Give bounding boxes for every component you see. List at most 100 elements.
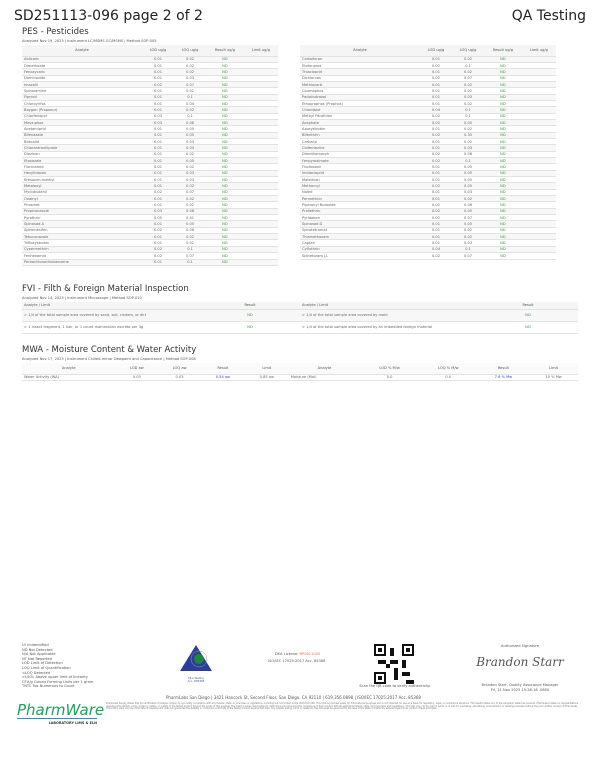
limit <box>243 151 278 159</box>
analyte: Prallethrin <box>300 208 420 216</box>
lod: 0.02 <box>142 252 174 260</box>
limit <box>521 100 556 108</box>
lod: 0.01 <box>142 125 174 133</box>
limit <box>521 252 556 260</box>
analyte: Coumaphos <box>300 87 420 95</box>
table-row: Carbofuran 0.01 0.02 ND <box>300 56 556 63</box>
mwa-title: MWA - Moisture Content & Water Activity <box>22 345 197 355</box>
result: ND <box>484 113 522 120</box>
table-row: Permethrin 0.01 0.02 ND <box>300 195 556 203</box>
lod: 0.01 <box>142 68 174 76</box>
table-row: Paclobutrazol 0.01 0.03 ND <box>300 94 556 101</box>
loq: 0.07 <box>174 81 207 89</box>
loq: 0.05 <box>452 220 485 228</box>
result: ND <box>484 189 522 197</box>
table-row: Trifloxystrobin 0.01 0.02 ND <box>22 239 278 247</box>
table-row: Water Activity (WA) 0.03 0.03 0.54 aw 0.85 a… <box>22 374 578 381</box>
result: ND <box>206 214 244 222</box>
loq: 0.03 <box>452 189 485 197</box>
table-row: Flonicamid 0.01 0.02 ND <box>22 163 278 171</box>
loq: 0.35 <box>452 132 485 139</box>
loq: 0.05 <box>174 220 207 228</box>
result: ND <box>206 157 244 165</box>
analyte: > 1 insect fragment, 1 hair, or 1 count … <box>22 321 200 334</box>
qr-code[interactable] <box>374 644 414 684</box>
limit <box>521 75 556 82</box>
loq: 0.03 <box>452 239 485 247</box>
analyte: Etofenprox <box>300 62 420 70</box>
result: ND <box>206 75 244 82</box>
pesticides-table-left: Analyte LOD ug/g LOQ ug/g Result ug/g Limit … <box>22 45 278 266</box>
lod: 0.01 <box>420 100 452 108</box>
analyte: Pyrethrin <box>22 214 142 222</box>
pharmware-logo: PharmWare LABORATORY LIMS & ELN <box>17 701 105 725</box>
lod: 0.01 <box>420 189 452 197</box>
loq: 0.05 <box>452 182 485 190</box>
lod: 0.02 <box>142 189 174 197</box>
limit <box>243 87 278 95</box>
limit <box>521 87 556 95</box>
loq: 0.41 <box>174 214 207 222</box>
table-row: Spinosad A 0.01 0.05 ND <box>22 220 278 228</box>
table-row: Naled 0.01 0.03 ND <box>300 189 556 197</box>
limit <box>521 239 556 247</box>
lod: 0.01 <box>142 195 174 203</box>
loq: 0.1 <box>452 157 485 165</box>
analyte: Daminozide <box>22 75 142 82</box>
loq: 0.02 <box>174 151 207 159</box>
limit <box>243 100 278 108</box>
lod: 0.01 <box>142 94 174 101</box>
limit <box>521 81 556 89</box>
table-row: Chlorantraniliprole 0.01 0.04 ND <box>22 144 278 152</box>
limit <box>243 106 278 114</box>
lod: 0.01 <box>420 163 452 171</box>
column-header: LOD ug/g <box>142 45 174 57</box>
limit <box>521 182 556 190</box>
legend-item: LOQ Limit of Quantification <box>22 665 71 670</box>
lod: 0.01 <box>142 100 174 108</box>
loq: 0.02 <box>174 239 207 247</box>
limit <box>243 125 278 133</box>
loq: 0.1 <box>174 259 207 266</box>
limit <box>243 144 278 152</box>
lod: 0.02 <box>142 81 174 89</box>
limit <box>521 151 556 159</box>
table-row: Diazinon 0.01 0.02 ND <box>22 151 278 159</box>
lod: 0.01 <box>420 227 452 235</box>
pjla-triangle-icon <box>180 645 212 671</box>
table-row: Fenoxycarb 0.01 0.02 ND <box>22 68 278 76</box>
limit <box>243 75 278 82</box>
analyte: > 1/4 of the total sample area covered b… <box>300 309 478 322</box>
table-row: Thiacloprid 0.01 0.02 ND <box>300 68 556 76</box>
result: ND <box>478 309 578 322</box>
signed-date: Fri, 21 Nov 2025 15:28:18 -0800 <box>490 688 550 692</box>
table-row: Acetamiprid 0.01 0.05 ND <box>22 125 278 133</box>
lod: 0.01 <box>142 75 174 82</box>
legend-item: NT Not Reported <box>22 656 52 661</box>
table-row: > 1/4 of the total sample area covered b… <box>22 309 578 322</box>
legend-item: ND Not Detected <box>22 647 53 652</box>
result: ND <box>484 125 522 133</box>
analyte: Spinosad D <box>300 220 420 228</box>
mwa-meta: Analyzed Nov 17, 2025 | Instrument Chill… <box>22 357 196 361</box>
column-header: Analyte <box>22 363 116 375</box>
result: ND <box>484 246 522 254</box>
analyte: Azoxystrobin <box>300 125 420 133</box>
result: ND <box>206 94 244 101</box>
dea-license: DEA License: RP0611045 <box>275 652 321 656</box>
column-header: Limit <box>529 363 578 375</box>
loq: 0.1 <box>174 113 207 120</box>
limit <box>243 227 278 235</box>
analyte: Etoxazole <box>22 157 142 165</box>
result: ND <box>200 321 300 334</box>
loq: 0.05 <box>452 176 485 184</box>
result: ND <box>206 138 244 146</box>
table-row: Dimethoate 0.01 0.02 ND <box>22 62 278 70</box>
table-row: Clofentezine 0.01 0.03 ND <box>300 144 556 152</box>
legend-item: >ULOL Above upper limit of linearity <box>22 675 88 680</box>
column-header: Analyte <box>22 45 142 57</box>
analyte: Fenhexamid <box>22 252 142 260</box>
table-row: Thiamethoxam 0.01 0.02 ND <box>300 233 556 241</box>
limit <box>521 189 556 197</box>
column-header: Analyte / Limit <box>22 302 200 310</box>
